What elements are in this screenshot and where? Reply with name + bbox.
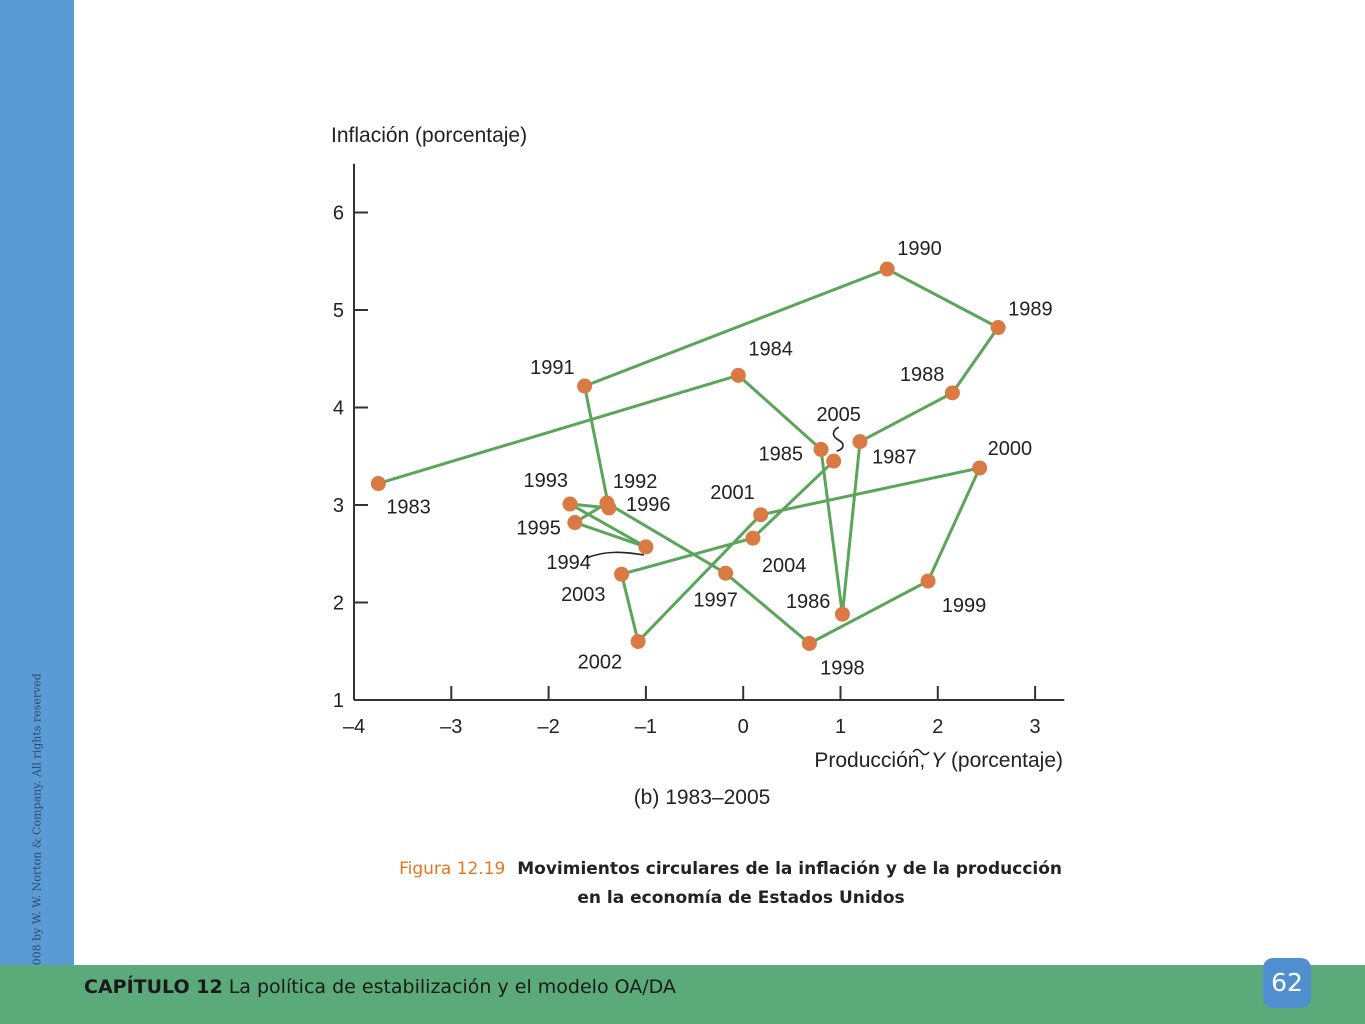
year-label-1986: 1986 [786,591,831,613]
year-label-1989: 1989 [1008,299,1053,321]
year-label-1996: 1996 [626,494,671,516]
year-label-1998: 1998 [820,657,865,679]
year-label-1983: 1983 [386,497,431,519]
x-tick-label: –2 [537,716,559,738]
year-label-1995: 1995 [516,518,561,540]
year-label-1994: 1994 [546,552,591,574]
x-axis-title: Producción, Y (porcentaje) [814,749,1063,772]
x-tick-label: 3 [1030,716,1041,738]
year-labels: 1983 1984 1985 1986 1987 1988 1989 1990 1991 1992… [386,238,1052,679]
year-label-1993: 1993 [524,470,569,492]
data-point-1986 [834,606,850,622]
page-number-badge: 62 [1263,958,1311,1008]
data-point-2004 [745,530,761,546]
x-tick-label: –3 [440,716,462,738]
data-point-1989 [990,320,1006,336]
data-point-2002 [630,634,646,649]
chapter-title: CAPÍTULO 12 La política de estabilizació… [84,976,676,998]
year-label-2003: 2003 [561,584,606,606]
data-point-1991 [577,378,593,394]
year-label-1987: 1987 [872,447,917,469]
leader-1994 [586,551,645,559]
y-tick-label: 5 [333,300,344,322]
data-point-1993 [562,496,578,512]
year-label-1999: 1999 [942,595,987,617]
year-label-1991: 1991 [530,357,575,379]
x-tick-label: –4 [343,716,365,738]
year-label-1988: 1988 [900,364,945,386]
data-point-1988 [944,385,960,401]
left-sidebar-bar [0,0,74,1024]
year-label-1985: 1985 [759,443,804,465]
chapter-number: CAPÍTULO 12 [84,976,223,998]
tilde-mark [912,748,930,756]
data-point-2001 [753,507,769,523]
data-point-1983 [370,476,386,492]
y-tick-label: 3 [333,495,344,517]
figure-caption: Figura 12.19 Movimientos circulares de l… [300,855,1062,913]
chapter-name: La política de estabilización y el model… [228,976,676,998]
data-point-1995 [567,515,583,531]
y-tick-label: 1 [333,690,344,712]
chart-axes: –4 –3 –2 –1 0 1 2 3 1 2 3 4 5 6 [333,163,1065,738]
x-tick-label: –1 [635,716,657,738]
x-tick-label: 1 [835,716,846,738]
year-label-1984: 1984 [748,338,793,360]
figure-title-line2: en la economía de Estados Unidos [577,888,905,908]
x-tick-label: 2 [932,716,943,738]
year-label-2002: 2002 [578,652,623,674]
data-point-1996 [599,495,615,511]
year-label-1990: 1990 [897,238,942,260]
year-label-2005: 2005 [816,404,861,426]
year-label-2000: 2000 [988,438,1032,460]
data-point-1999 [920,573,936,589]
year-label-2004: 2004 [762,555,807,577]
chart-subtitle: (b) 1983–2005 [634,786,771,809]
data-point-2000 [972,460,988,476]
year-label-1992: 1992 [613,471,658,493]
figure-number: Figura 12.19 [399,859,506,879]
data-point-1997 [718,565,734,581]
leader-2005 [832,426,844,452]
data-point-1998 [801,635,817,651]
y-tick-label: 4 [333,398,344,420]
y-tick-label: 2 [333,593,344,615]
y-tick-label: 6 [333,203,344,225]
figure-title-line1: Movimientos circulares de la inflación y… [517,859,1062,879]
data-points [370,261,1006,651]
data-point-2005 [826,453,842,469]
year-label-1997: 1997 [693,589,738,611]
data-point-1985 [813,441,829,457]
year-label-2001: 2001 [710,482,755,504]
data-point-1987 [852,434,868,450]
footer-bar [0,965,1365,1024]
label-leader-lines [586,426,844,559]
data-point-1990 [879,261,895,277]
data-point-2003 [614,566,630,582]
data-point-1984 [730,367,746,383]
data-point-1994 [638,539,654,555]
x-tick-label: 0 [738,716,749,738]
y-axis-title: Inflación (porcentaje) [331,124,527,147]
